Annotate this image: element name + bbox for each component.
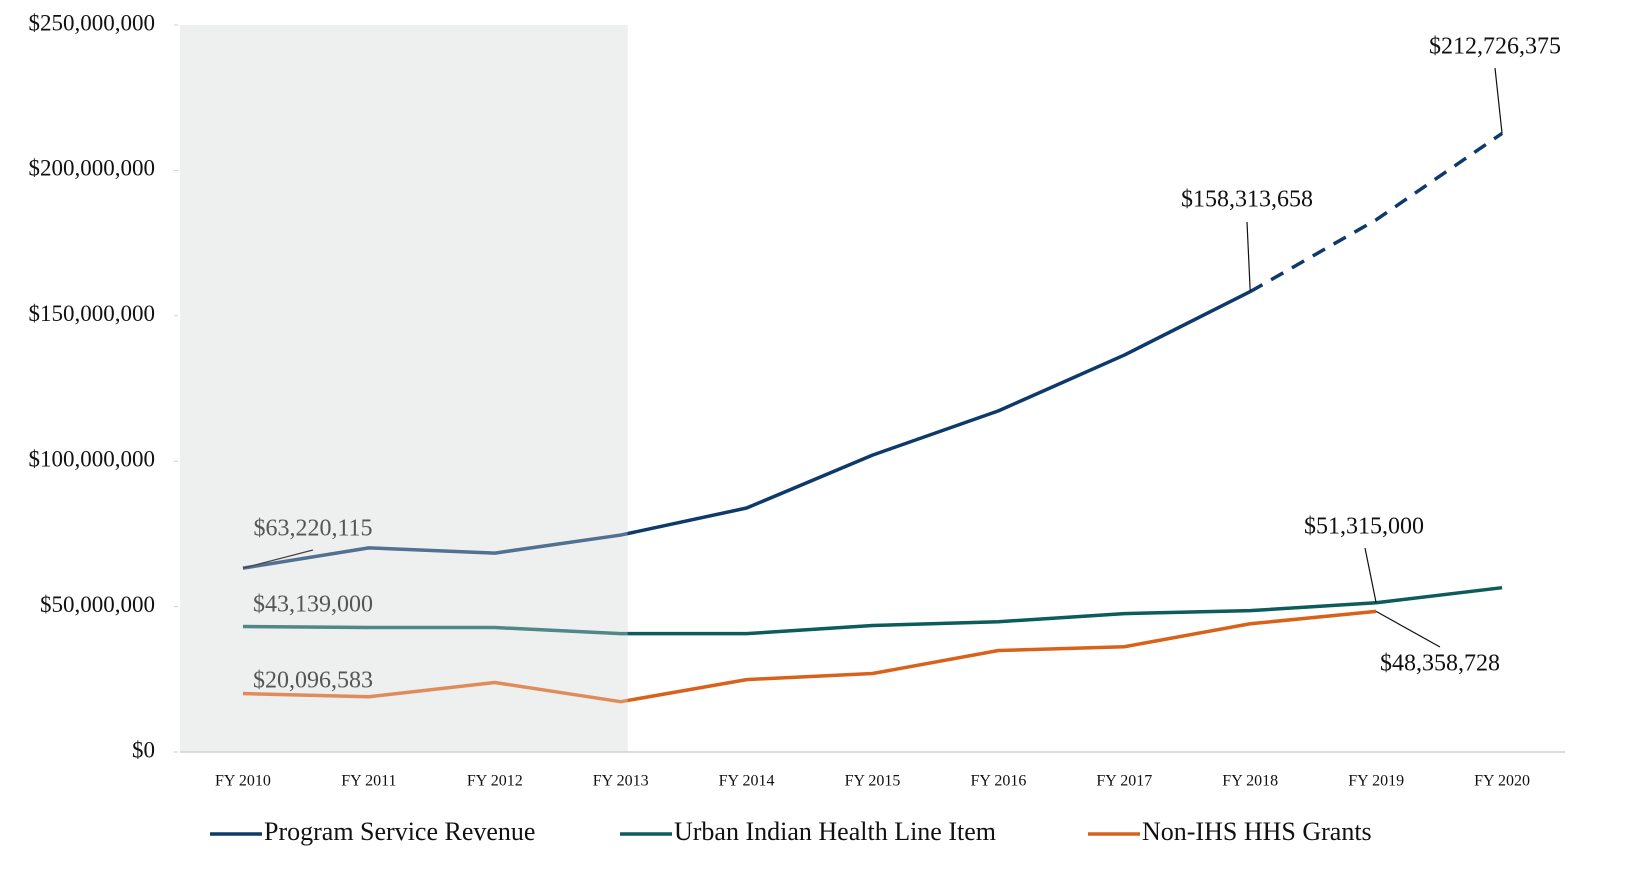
- leader-line: [1375, 610, 1441, 648]
- legend-label: Program Service Revenue: [264, 817, 535, 846]
- data-label: $212,726,375: [1429, 34, 1561, 60]
- y-tick-label: $100,000,000: [29, 446, 156, 471]
- data-label: $20,096,583: [253, 668, 373, 694]
- x-tick-label: FY 2017: [1096, 773, 1152, 790]
- leader-line: [1364, 547, 1377, 603]
- y-tick-label: $50,000,000: [40, 592, 155, 617]
- x-tick-label: FY 2010: [215, 773, 271, 790]
- x-tick-label: FY 2012: [467, 773, 523, 790]
- data-label: $43,139,000: [253, 592, 373, 618]
- series-line: [242, 290, 1252, 570]
- series-line: [242, 609, 1377, 704]
- legend-label: Urban Indian Health Line Item: [674, 817, 996, 846]
- x-tick-label: FY 2016: [970, 773, 1026, 790]
- x-tick-label: FY 2019: [1348, 773, 1404, 790]
- leader-line: [1494, 67, 1503, 134]
- x-tick-label: FY 2015: [845, 773, 901, 790]
- x-tick-label: FY 2013: [593, 773, 649, 790]
- data-label: $48,358,728: [1380, 651, 1500, 677]
- data-label: $51,315,000: [1304, 514, 1424, 540]
- y-tick-label: $200,000,000: [29, 156, 156, 181]
- leader-line: [242, 549, 314, 569]
- leader-line: [1246, 221, 1251, 292]
- legend-label: Non-IHS HHS Grants: [1142, 817, 1372, 846]
- x-tick-label: FY 2018: [1222, 773, 1278, 790]
- data-label: $158,313,658: [1181, 187, 1313, 213]
- x-tick-label: FY 2011: [341, 773, 396, 790]
- series-line: [242, 585, 1503, 636]
- y-tick-label: $250,000,000: [29, 10, 156, 35]
- y-tick-label: $150,000,000: [29, 301, 156, 326]
- x-tick-label: FY 2014: [719, 773, 775, 790]
- shaded-overlay: [180, 25, 628, 751]
- data-label: $63,220,115: [253, 516, 372, 542]
- y-tick-label: $0: [132, 737, 155, 762]
- x-tick-label: FY 2020: [1474, 773, 1530, 790]
- series-line: [1249, 131, 1504, 294]
